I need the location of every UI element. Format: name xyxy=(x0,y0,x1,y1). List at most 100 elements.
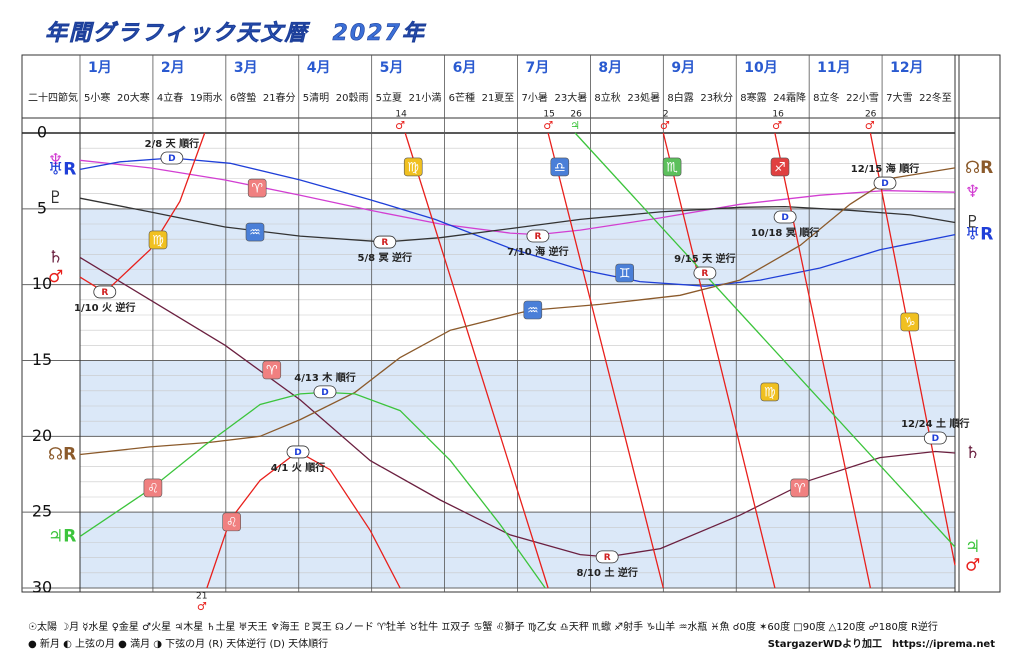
x-tick-label: 6月 xyxy=(453,60,477,76)
top-marker-label: 26 xyxy=(865,110,877,120)
series-right-label: ♇ xyxy=(965,212,980,232)
sign-badge xyxy=(523,300,543,320)
station-badge xyxy=(773,210,797,224)
sign-glyph: ♈ xyxy=(251,182,263,197)
station-label: 7/10 海 逆行 xyxy=(507,245,569,258)
top-marker-symbol: ♂ xyxy=(660,119,670,132)
series-left-label: ♆ xyxy=(48,150,63,170)
series-line xyxy=(79,159,956,236)
x-tick-label: 11月 xyxy=(817,60,850,76)
sign-glyph: ♌ xyxy=(226,515,238,530)
station-badge-letter: R xyxy=(701,269,708,279)
solar-term: 5立夏 xyxy=(376,91,402,104)
solar-term: 23秋分 xyxy=(700,91,733,104)
solar-term: 21春分 xyxy=(263,92,296,104)
station-label: 4/1 火 順行 xyxy=(271,461,326,474)
station-badge xyxy=(93,285,117,299)
solar-term: 8立秋 xyxy=(594,91,620,104)
station-label: 1/10 火 逆行 xyxy=(74,301,136,314)
station-label: 12/24 土 順行 xyxy=(901,417,969,430)
top-marker-symbol: ♂ xyxy=(865,119,875,132)
solar-term: 19雨水 xyxy=(190,92,223,104)
series-line xyxy=(79,197,956,243)
sign-glyph: ♍ xyxy=(407,160,419,175)
sign-glyph: ♎ xyxy=(554,160,566,175)
solar-term: 21夏至 xyxy=(482,92,515,104)
sign-glyph: ♈ xyxy=(266,363,278,378)
top-marker-label: 15 xyxy=(543,110,554,120)
station-badge-letter: D xyxy=(781,213,788,223)
x-tick-label: 12月 xyxy=(890,60,923,76)
x-tick-label: 1月 xyxy=(88,60,112,76)
solar-term: 22小雪 xyxy=(846,92,879,104)
station-label: 9/15 天 逆行 xyxy=(674,252,736,265)
chart-title: 年間グラフィック天文暦 2027年 xyxy=(45,20,427,46)
series-line xyxy=(79,157,956,287)
solar-term: 23大暑 xyxy=(555,91,588,104)
x-tick-label: 4月 xyxy=(307,60,331,76)
top-marker-symbol: ♂ xyxy=(543,119,553,132)
y-tick-label: 15 xyxy=(32,350,52,369)
series-left-label: ♃R xyxy=(48,526,76,546)
series-left-label: ♄ xyxy=(48,247,63,267)
top-marker-label: 26 xyxy=(570,110,582,120)
sign-badge xyxy=(550,157,570,177)
sign-glyph: ♈ xyxy=(794,481,806,496)
solar-term: 4立春 xyxy=(157,91,183,104)
sign-badge xyxy=(760,382,780,402)
solar-term: 24霜降 xyxy=(773,91,806,104)
station-badge-letter: R xyxy=(604,553,611,563)
y-tick-label: 5 xyxy=(37,198,47,217)
station-label: 5/8 冥 逆行 xyxy=(358,251,413,264)
sign-glyph: ♏ xyxy=(666,160,678,175)
y-tick-label: 0 xyxy=(37,123,47,142)
top-marker-label: 2 xyxy=(663,110,669,120)
series-right-label: ♃ xyxy=(965,537,980,557)
top-marker-label: 16 xyxy=(772,110,784,120)
x-tick-label: 2月 xyxy=(161,60,185,76)
series-right-label: ♅R xyxy=(965,225,993,245)
solar-term: 20穀雨 xyxy=(336,91,369,104)
station-badge-letter: R xyxy=(381,238,388,248)
sign-glyph: ♌ xyxy=(147,481,159,496)
station-label: 8/10 土 逆行 xyxy=(576,566,638,579)
sign-badge xyxy=(770,157,790,177)
x-tick-label: 3月 xyxy=(234,60,258,76)
top-marker-symbol: ♃ xyxy=(570,119,580,132)
sign-badge xyxy=(403,157,423,177)
series-right-label: ♆ xyxy=(965,182,980,202)
series-left-label: ♂ xyxy=(48,267,63,287)
station-badge xyxy=(373,235,397,249)
sign-badge xyxy=(247,178,267,198)
sign-badge xyxy=(222,512,241,532)
solar-term: 23処暑 xyxy=(627,91,660,104)
solar-term: 8寒露 xyxy=(740,91,766,104)
station-badge xyxy=(923,431,947,445)
station-label: 2/8 天 順行 xyxy=(145,137,200,150)
station-badge xyxy=(286,445,310,459)
series-line xyxy=(79,256,956,558)
solar-term: 8立冬 xyxy=(813,91,839,104)
sign-glyph: ♑ xyxy=(904,315,916,330)
series-right-label: ♂ xyxy=(965,555,980,575)
station-badge xyxy=(873,176,897,190)
sign-badge xyxy=(662,157,682,177)
station-badge xyxy=(526,229,550,243)
series-left-label: ☊R xyxy=(48,445,76,465)
station-badge-letter: D xyxy=(294,448,301,458)
series-right-label: ♄ xyxy=(965,443,980,463)
x-tick-label: 7月 xyxy=(526,60,550,76)
station-badge xyxy=(693,266,717,280)
sign-badge xyxy=(245,222,265,242)
x-tick-label: 5月 xyxy=(380,60,404,76)
station-badge xyxy=(160,151,184,165)
sign-glyph: ♍ xyxy=(764,385,776,400)
legend-line: ● 新月 ◐ 上弦の月 ● 満月 ◑ 下弦の月 (R) 天体逆行 (D) 天体順… xyxy=(28,637,328,650)
bottom-marker-symbol: ♂ xyxy=(197,600,207,613)
legend-line: ☉太陽 ☽月 ☿水星 ♀金星 ♂火星 ♃木星 ♄土星 ♅天王 ♆海王 ♇冥王 ☊… xyxy=(28,620,938,633)
sign-glyph: ♍ xyxy=(152,233,164,248)
solar-term: 21小満 xyxy=(409,92,442,104)
sign-glyph: ♒ xyxy=(249,226,261,241)
sign-glyph: ♒ xyxy=(527,303,539,318)
